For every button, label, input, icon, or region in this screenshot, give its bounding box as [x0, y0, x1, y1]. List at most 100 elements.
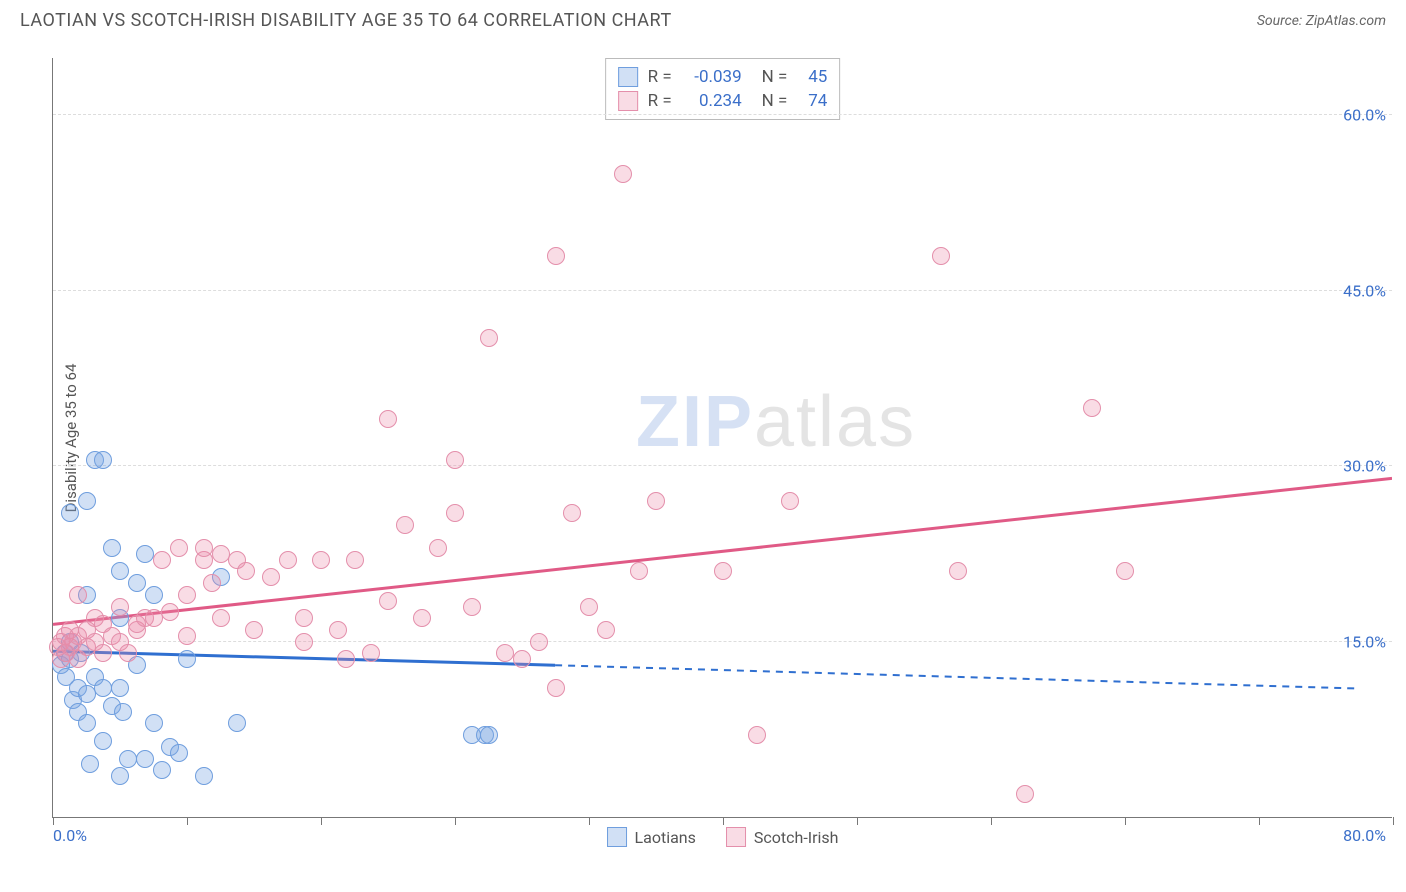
x-tick	[1125, 817, 1126, 825]
scotch_irish-point	[547, 679, 565, 697]
scotch_irish-point	[329, 621, 347, 639]
laotians-point	[78, 714, 96, 732]
scotch_irish-point	[195, 539, 213, 557]
scotch_irish-point	[379, 592, 397, 610]
scotch_irish-point	[178, 586, 196, 604]
scotch_irish-point	[279, 551, 297, 569]
watermark: ZIPatlas	[636, 381, 916, 463]
y-tick-label: 30.0%	[1343, 457, 1386, 476]
stats-legend: R =-0.039N =45R =0.234N =74	[605, 58, 841, 120]
scotch_irish-point	[346, 551, 364, 569]
laotians-point	[228, 714, 246, 732]
scotch_irish-point	[496, 644, 514, 662]
laotians-point	[170, 744, 188, 762]
scotch_irish-point	[212, 545, 230, 563]
x-tick	[321, 817, 322, 825]
watermark-atlas: atlas	[754, 382, 916, 462]
laotians-trendline-ext	[555, 665, 1358, 688]
scotch_irish-point	[530, 633, 548, 651]
n-label: N =	[762, 67, 788, 87]
scotch_irish-point	[1116, 562, 1134, 580]
scotch_irish-point	[1016, 785, 1034, 803]
r-value: 0.234	[682, 91, 742, 111]
scotch_irish-point	[630, 562, 648, 580]
scotch_irish-point	[94, 644, 112, 662]
legend-label: Laotians	[635, 828, 696, 847]
stats-row-laotians: R =-0.039N =45	[618, 65, 828, 89]
scotch_irish-point	[237, 562, 255, 580]
laotians-point	[78, 685, 96, 703]
scotch_irish-point	[212, 609, 230, 627]
scotch_irish-point	[932, 247, 950, 265]
laotians-point	[145, 714, 163, 732]
scotch_irish-point	[119, 644, 137, 662]
gridline	[53, 290, 1392, 291]
x-tick	[187, 817, 188, 825]
laotians-point	[103, 539, 121, 557]
scotch_irish-point	[1083, 399, 1101, 417]
x-tick	[53, 817, 54, 825]
scotch_irish-point	[178, 627, 196, 645]
scotch_irish-point	[379, 410, 397, 428]
scotch_irish-point	[203, 574, 221, 592]
laotians-point	[136, 750, 154, 768]
scotch_irish-point	[153, 551, 171, 569]
scotch_irish-point	[429, 539, 447, 557]
scotch_irish-point	[396, 516, 414, 534]
scotch_irish-point	[597, 621, 615, 639]
laotians-point	[61, 504, 79, 522]
r-label: R =	[648, 91, 672, 111]
gridline	[53, 114, 1392, 115]
scotch_irish-point	[245, 621, 263, 639]
scotch_irish-point	[513, 650, 531, 668]
scotch_irish-point	[949, 562, 967, 580]
laotians-point	[94, 732, 112, 750]
scotch_irish-point	[262, 568, 280, 586]
scotch_irish-point	[748, 726, 766, 744]
x-tick	[589, 817, 590, 825]
laotians-point	[81, 755, 99, 773]
scotch_irish-point	[312, 551, 330, 569]
scotch_irish-point	[111, 598, 129, 616]
chart-plot-area: Disability Age 35 to 64 ZIPatlas R =-0.0…	[52, 58, 1392, 818]
x-tick	[1393, 817, 1394, 825]
scotch_irish-point	[714, 562, 732, 580]
scotch_irish-point	[337, 650, 355, 668]
laotians-point	[136, 545, 154, 563]
r-label: R =	[648, 67, 672, 87]
scotch_irish-point	[446, 451, 464, 469]
laotians-point	[480, 726, 498, 744]
scotch_irish-trendline	[53, 478, 1392, 624]
x-tick	[723, 817, 724, 825]
laotians-point	[195, 767, 213, 785]
scotch_irish-point	[413, 609, 431, 627]
laotians-point	[153, 761, 171, 779]
scotch_irish-point	[480, 329, 498, 347]
y-tick-label: 45.0%	[1343, 281, 1386, 300]
x-tick	[455, 817, 456, 825]
scotch_irish-point	[547, 247, 565, 265]
source-label: Source: ZipAtlas.com	[1257, 13, 1386, 29]
x-tick	[991, 817, 992, 825]
scotch_irish-point	[69, 586, 87, 604]
scotch_irish-point	[295, 609, 313, 627]
bottom-legend: LaotiansScotch-Irish	[607, 827, 839, 847]
legend-swatch	[726, 827, 746, 847]
laotians-point	[94, 451, 112, 469]
scotch_irish-point	[647, 492, 665, 510]
laotians-point	[94, 679, 112, 697]
scotch_irish-point	[563, 504, 581, 522]
gridline	[53, 465, 1392, 466]
laotians-point	[119, 750, 137, 768]
laotians-swatch	[618, 67, 638, 87]
x-tick	[1259, 817, 1260, 825]
laotians-point	[178, 650, 196, 668]
legend-item: Laotians	[607, 827, 696, 847]
laotians-point	[111, 679, 129, 697]
scotch_irish-point	[463, 598, 481, 616]
laotians-point	[78, 492, 96, 510]
n-value: 45	[797, 67, 827, 87]
laotians-point	[111, 562, 129, 580]
chart-title: LAOTIAN VS SCOTCH-IRISH DISABILITY AGE 3…	[20, 10, 672, 31]
scotch_irish-point	[170, 539, 188, 557]
